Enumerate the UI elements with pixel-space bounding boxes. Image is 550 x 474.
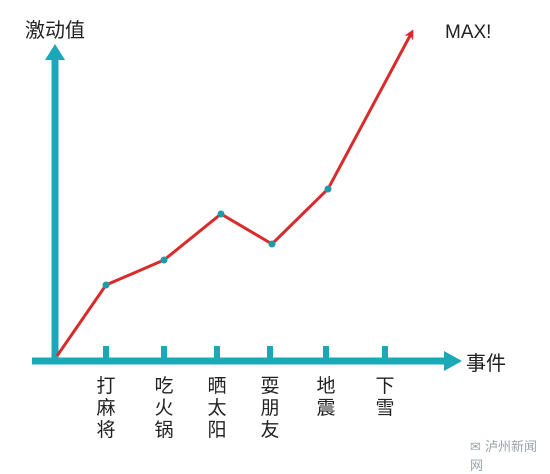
watermark-label: 泸州新闻网 — [470, 440, 538, 474]
x-tick-label: 晒太阳 — [207, 375, 226, 441]
x-tick — [161, 346, 167, 360]
y-axis-label: 激动值 — [25, 18, 85, 42]
max-annotation: MAX! — [445, 22, 491, 43]
data-point — [102, 281, 110, 289]
y-axis-arrowhead — [45, 44, 65, 60]
x-tick — [267, 346, 273, 360]
x-axis-label: 事件 — [466, 351, 506, 375]
data-point — [160, 256, 168, 264]
x-tick-label: 耍朋友 — [260, 375, 279, 441]
x-axis-arrowhead — [444, 351, 462, 371]
data-point — [324, 185, 332, 193]
x-tick — [323, 346, 329, 360]
axes — [32, 44, 462, 371]
x-tick — [214, 346, 220, 360]
x-tick — [103, 346, 109, 360]
x-tick — [382, 346, 388, 360]
x-ticks — [103, 346, 388, 360]
data-points — [102, 185, 332, 289]
x-tick-label: 下雪 — [375, 375, 394, 419]
wechat-icon: ✉ — [470, 440, 481, 455]
x-tick-label: 地震 — [316, 375, 335, 419]
x-tick-label: 打麻将 — [96, 375, 115, 441]
data-point — [268, 240, 276, 248]
watermark: ✉ 泸州新闻网 — [470, 436, 550, 474]
x-tick-label: 吃火锅 — [154, 375, 173, 441]
series-line — [55, 29, 414, 357]
data-point — [217, 210, 225, 218]
